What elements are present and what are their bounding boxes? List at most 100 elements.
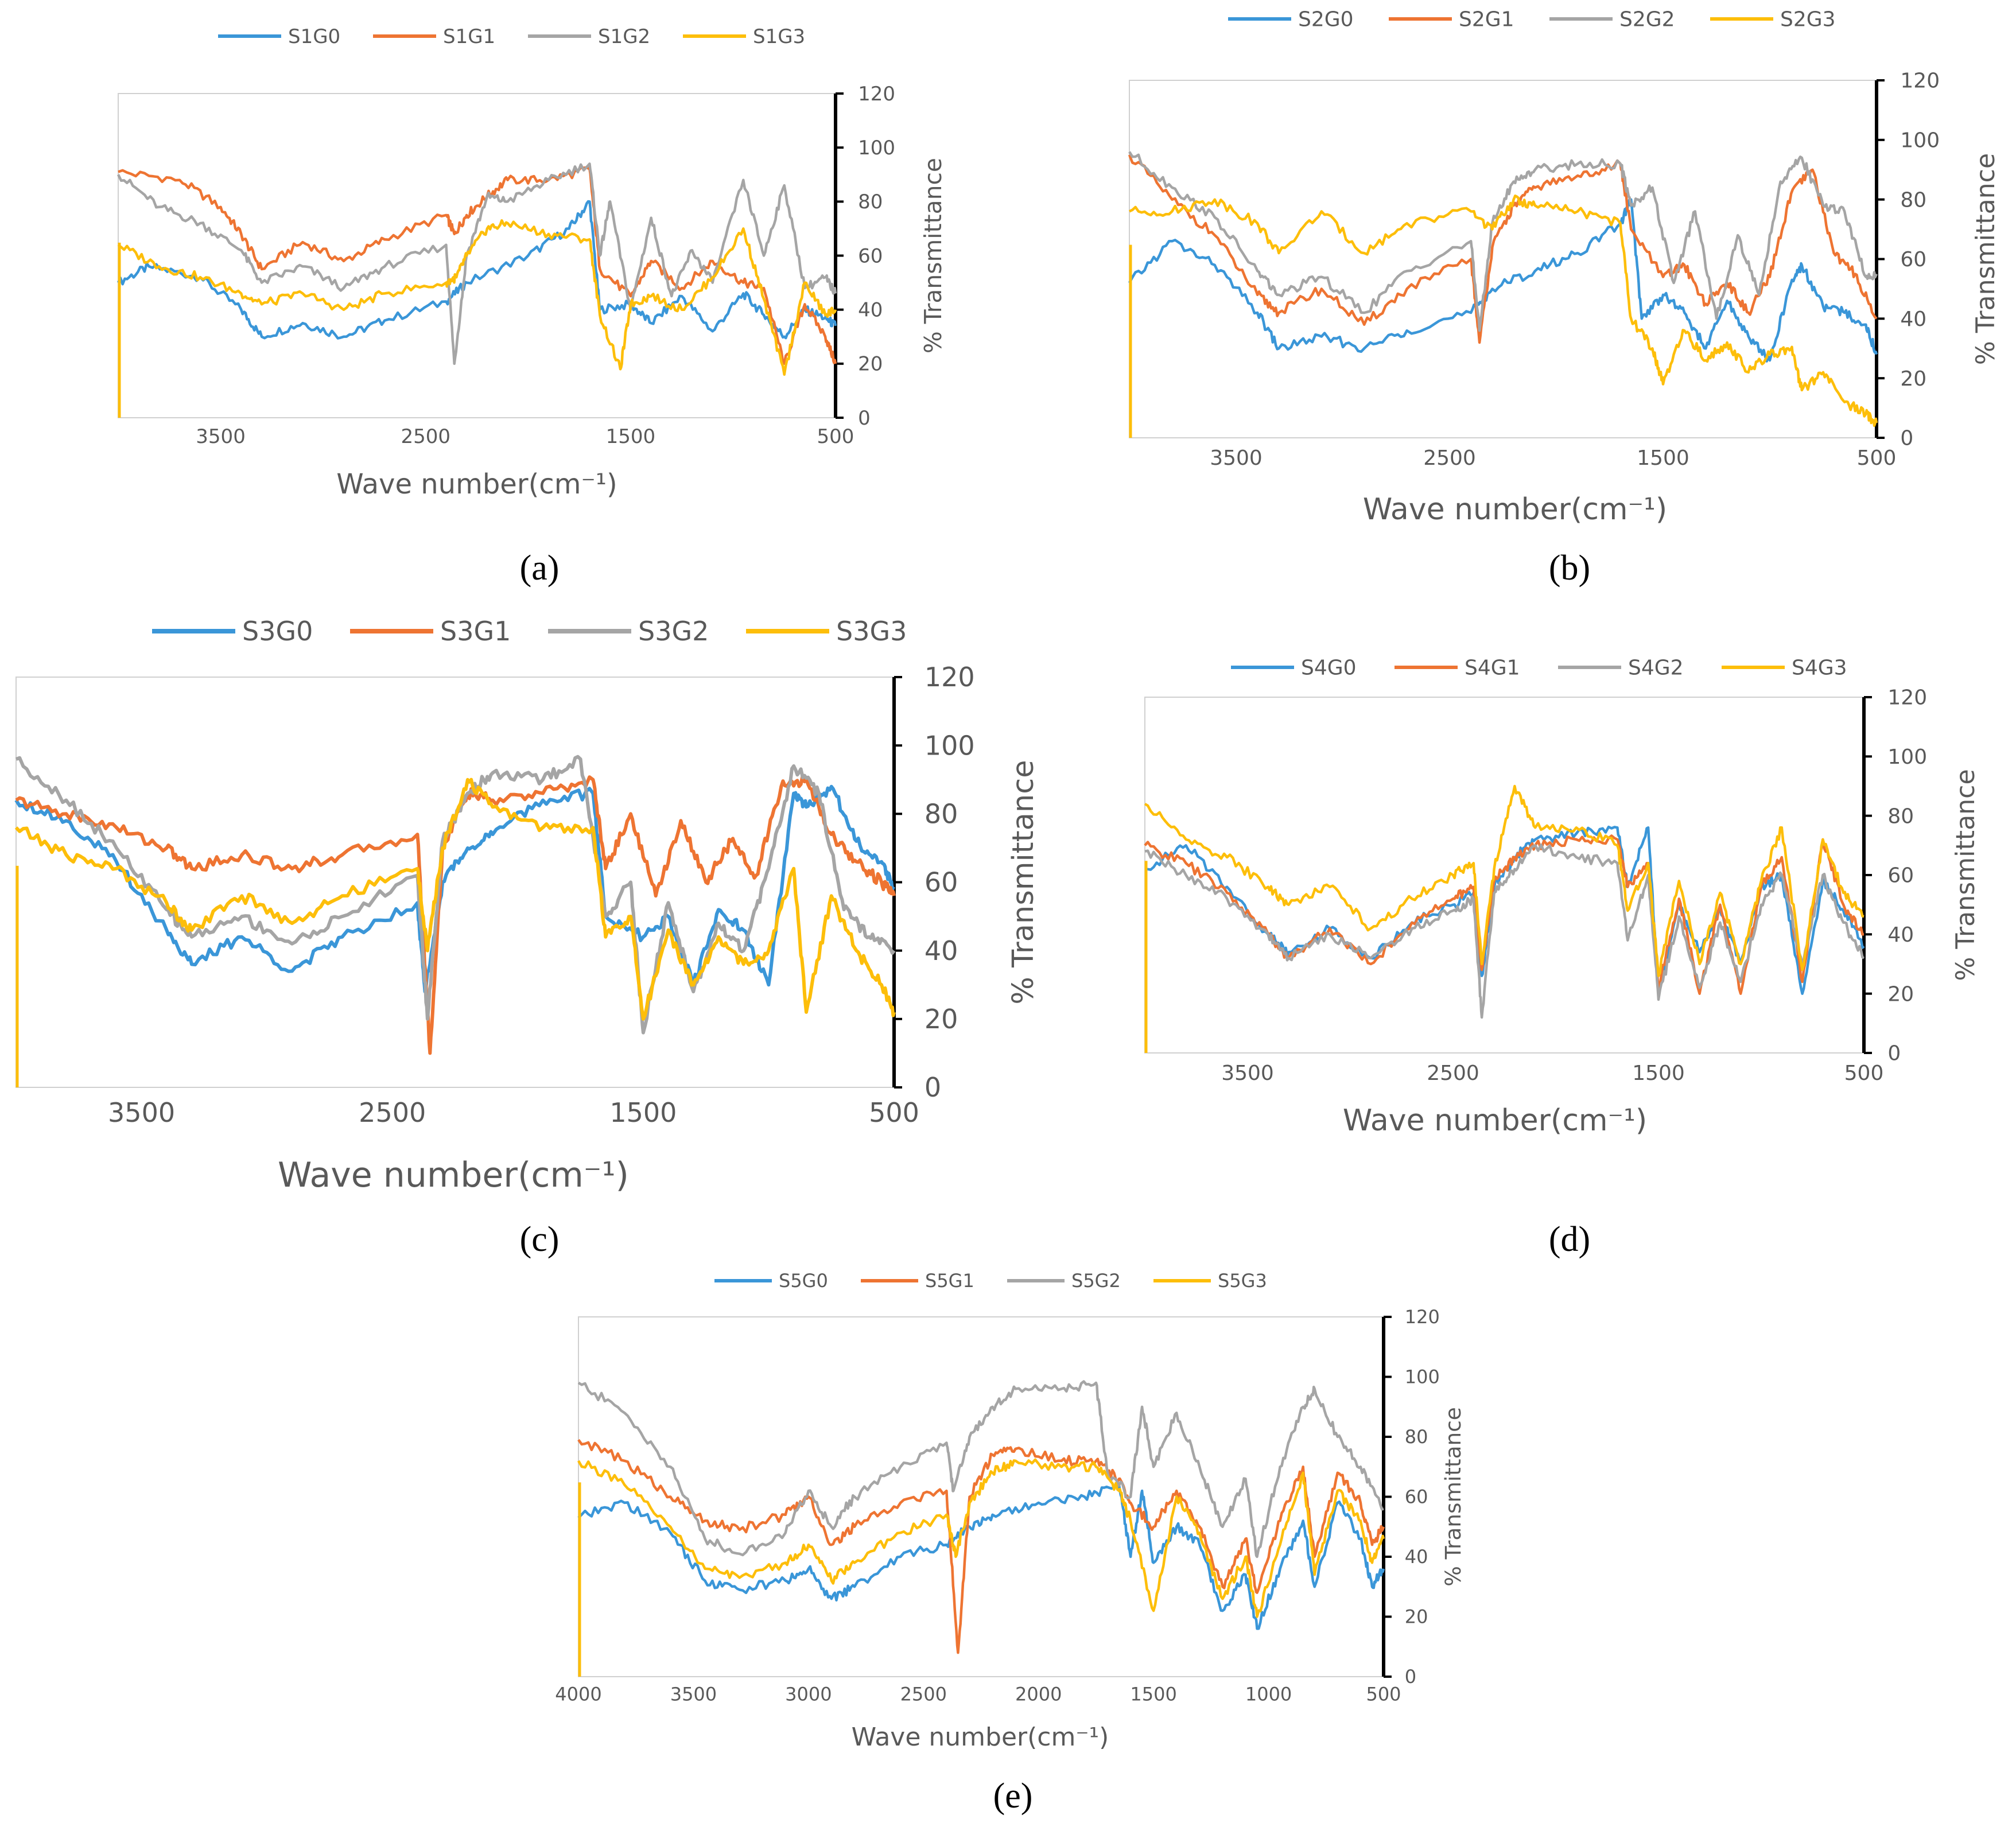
legend-label: S4G3 bbox=[1792, 656, 1847, 680]
y-tick-label: 60 bbox=[1405, 1486, 1428, 1508]
x-tick-label: 2500 bbox=[359, 1097, 426, 1128]
y-tick-label: 0 bbox=[1887, 1042, 1901, 1066]
chart-e: 0 20 40 60 80 100 120 4000 3500 3000 2500 2000 1500 1… bbox=[555, 1270, 1466, 1816]
y-axis-title: % Transmittance bbox=[1971, 153, 2001, 365]
y-tick-label: 0 bbox=[1405, 1666, 1416, 1688]
y-tick-label: 40 bbox=[1405, 1546, 1428, 1568]
series-line-S2G3 bbox=[1129, 194, 1878, 427]
legend-label: S5G2 bbox=[1071, 1270, 1121, 1292]
y-tick-label: 120 bbox=[1887, 686, 1927, 710]
x-tick-label: 1500 bbox=[1637, 446, 1689, 470]
y-axis-title: % Transmittance bbox=[1440, 1407, 1466, 1587]
x-tick-label: 500 bbox=[817, 425, 854, 448]
x-tick-label: 1500 bbox=[1130, 1684, 1176, 1705]
legend-label: S3G3 bbox=[836, 616, 907, 647]
y-tick-label: 60 bbox=[1900, 248, 1926, 271]
y-tick-label: 120 bbox=[858, 83, 895, 106]
y-tick-label: 20 bbox=[925, 1004, 958, 1035]
panel-label: (a) bbox=[520, 549, 560, 588]
x-tick-label: 3500 bbox=[1210, 446, 1263, 470]
panel-label: (d) bbox=[1549, 1220, 1590, 1259]
y-tick-label: 20 bbox=[1900, 367, 1926, 391]
y-tick-label: 80 bbox=[1900, 188, 1926, 212]
series-line-S1G0 bbox=[116, 200, 837, 340]
y-tick-label: 60 bbox=[1887, 864, 1914, 888]
y-axis-title: % Transmittance bbox=[1951, 769, 1980, 981]
legend-label: S5G0 bbox=[779, 1270, 828, 1292]
x-tick-label: 500 bbox=[1844, 1062, 1884, 1085]
legend-label: S3G0 bbox=[242, 616, 313, 647]
series-line-S4G1 bbox=[1144, 834, 1864, 995]
x-tick-label: 2500 bbox=[1427, 1062, 1479, 1085]
legend-label: S4G2 bbox=[1628, 656, 1684, 680]
legend-label: S3G1 bbox=[440, 616, 511, 647]
y-tick-label: 80 bbox=[925, 798, 958, 829]
y-tick-label: 40 bbox=[858, 299, 883, 322]
panel-label: (b) bbox=[1549, 549, 1590, 588]
y-tick-label: 100 bbox=[1405, 1366, 1440, 1388]
y-tick-label: 40 bbox=[925, 935, 958, 966]
y-tick-label: 0 bbox=[925, 1072, 941, 1103]
y-axis-title: % Transmittance bbox=[919, 158, 947, 353]
legend-label: S1G3 bbox=[753, 25, 805, 48]
legend-label: S5G3 bbox=[1218, 1270, 1267, 1292]
series-line-S5G2 bbox=[577, 1380, 1384, 1558]
y-tick-label: 40 bbox=[1900, 308, 1926, 331]
y-tick-label: 100 bbox=[925, 730, 975, 761]
x-axis-title: Wave number(cm⁻¹) bbox=[852, 1723, 1109, 1752]
legend-label: S1G0 bbox=[288, 25, 340, 48]
x-tick-label: 1000 bbox=[1245, 1684, 1292, 1705]
y-tick-label: 80 bbox=[1887, 804, 1914, 828]
y-tick-label: 20 bbox=[1405, 1606, 1428, 1628]
x-tick-label: 500 bbox=[869, 1097, 919, 1128]
legend-label: S1G1 bbox=[443, 25, 495, 48]
x-tick-label: 4000 bbox=[555, 1684, 601, 1705]
x-tick-label: 2500 bbox=[1423, 446, 1476, 470]
y-tick-label: 120 bbox=[1405, 1306, 1440, 1328]
x-tick-label: 1500 bbox=[1632, 1062, 1685, 1085]
x-tick-label: 3500 bbox=[1221, 1062, 1274, 1085]
x-tick-label: 1500 bbox=[609, 1097, 677, 1128]
series-line-S1G3 bbox=[117, 219, 837, 376]
x-tick-label: 2500 bbox=[900, 1684, 947, 1705]
x-tick-label: 3500 bbox=[196, 425, 246, 448]
x-axis-title: Wave number(cm⁻¹) bbox=[336, 468, 617, 500]
x-tick-label: 3000 bbox=[785, 1684, 832, 1705]
panel-label: (c) bbox=[520, 1220, 560, 1259]
x-tick-label: 500 bbox=[1366, 1684, 1401, 1705]
legend-label: S1G2 bbox=[598, 25, 650, 48]
series-line-S5G1 bbox=[577, 1439, 1385, 1654]
x-tick-label: 3500 bbox=[108, 1097, 175, 1128]
series-line-S3G3 bbox=[14, 778, 896, 1021]
legend-label: S3G2 bbox=[638, 616, 709, 647]
series-line-S4G3 bbox=[1144, 784, 1864, 977]
y-tick-label: 120 bbox=[1900, 69, 1940, 93]
legend-label: S2G3 bbox=[1780, 8, 1836, 32]
y-tick-label: 20 bbox=[1887, 982, 1914, 1006]
legend-label: S2G2 bbox=[1619, 8, 1675, 32]
y-tick-label: 80 bbox=[1405, 1426, 1428, 1448]
x-tick-label: 2000 bbox=[1015, 1684, 1062, 1705]
y-tick-label: 0 bbox=[1900, 427, 1913, 450]
legend-label: S2G0 bbox=[1298, 8, 1354, 32]
series-line-S2G1 bbox=[1128, 154, 1878, 344]
series-line-S2G2 bbox=[1128, 151, 1878, 332]
series-line-S3G1 bbox=[15, 773, 896, 1055]
panel-label: (e) bbox=[993, 1777, 1033, 1816]
series-line-S4G2 bbox=[1144, 843, 1865, 1019]
x-axis-title: Wave number(cm⁻¹) bbox=[1343, 1103, 1647, 1138]
y-tick-label: 80 bbox=[858, 191, 883, 213]
legend-label: S5G1 bbox=[925, 1270, 974, 1292]
legend-label: S2G1 bbox=[1459, 8, 1514, 32]
y-tick-label: 20 bbox=[858, 353, 883, 376]
series-line-S5G3 bbox=[577, 1458, 1385, 1618]
series-line-S3G2 bbox=[15, 755, 896, 1035]
x-tick-label: 2500 bbox=[401, 425, 450, 448]
y-tick-label: 100 bbox=[1887, 745, 1927, 769]
chart-b: 0 20 40 60 80 100 120 3500 2500 1500 500 S2G0 S2G1 S2… bbox=[1128, 8, 2001, 588]
y-tick-label: 100 bbox=[1900, 129, 1940, 152]
y-tick-label: 0 bbox=[858, 407, 871, 430]
chart-d: 0 20 40 60 80 100 120 3500 2500 1500 500 S4G0 S4G1 S4… bbox=[1144, 656, 1980, 1259]
